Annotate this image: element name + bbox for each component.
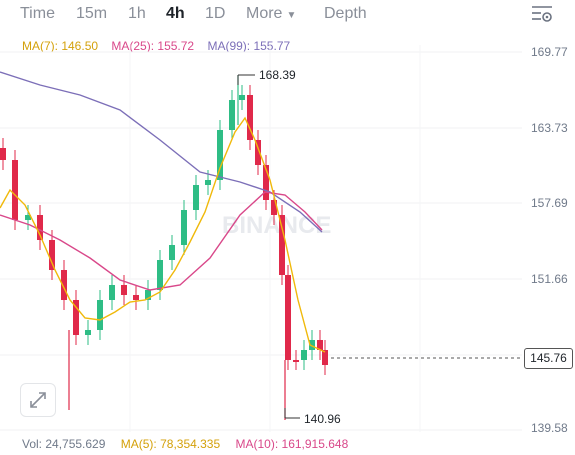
ma99-label: MA(99): 155.77	[207, 39, 291, 53]
low-marker: 140.96	[304, 412, 341, 426]
candle-body	[61, 270, 67, 300]
candle-body	[121, 285, 127, 295]
candle-body	[109, 285, 115, 300]
expand-arrows-icon	[30, 392, 46, 408]
ma25-line	[0, 191, 323, 291]
candle-body	[217, 130, 223, 180]
candle-body	[145, 290, 151, 300]
ma99-line	[0, 71, 323, 233]
tab-1d[interactable]: 1D	[205, 5, 226, 22]
candle-body	[247, 95, 253, 140]
candle-body	[263, 165, 269, 200]
vol-ma10-label: MA(10): 161,915.648	[235, 437, 349, 451]
volume-legend: Vol: 24,755.629 MA(5): 78,354.335 MA(10)…	[22, 437, 360, 451]
tab-1h[interactable]: 1h	[128, 5, 146, 22]
price-axis-label: 151.66	[531, 272, 568, 286]
candle-body	[309, 340, 315, 350]
current-price-badge: 145.76	[524, 348, 573, 369]
price-axis-label: 139.58	[531, 421, 568, 435]
candle-body	[293, 360, 299, 362]
candles	[0, 75, 328, 420]
candle-body	[193, 185, 199, 210]
high-marker: 168.39	[259, 68, 296, 82]
candle-body	[239, 95, 245, 100]
tab-4h[interactable]: 4h	[166, 5, 185, 22]
expand-button[interactable]	[20, 383, 56, 417]
candle-body	[205, 180, 211, 185]
timeframe-tabs: Time 15m 1h 4h 1D More ▼ Depth	[0, 0, 575, 30]
vol-ma5-label: MA(5): 78,354.335	[120, 437, 221, 451]
candle-body	[157, 260, 163, 290]
tab-more[interactable]: More ▼	[246, 5, 296, 23]
candle-body	[73, 300, 79, 335]
candle-body	[85, 330, 91, 335]
candle-body	[181, 210, 187, 245]
watermark: BINANCE	[222, 212, 331, 239]
candle-body	[285, 275, 291, 360]
tab-time[interactable]: Time	[20, 5, 55, 22]
candle-body	[97, 300, 103, 330]
candle-body	[301, 350, 307, 360]
candle-body	[322, 350, 328, 365]
candle-body	[317, 340, 323, 350]
candle-body	[25, 215, 31, 220]
ma7-line	[0, 116, 326, 353]
ma7-label: MA(7): 146.50	[22, 39, 99, 53]
candle-body	[279, 215, 285, 275]
candle-body	[169, 245, 175, 260]
candle-body	[255, 140, 261, 165]
ma25-label: MA(25): 155.72	[111, 39, 195, 53]
candle-body	[0, 148, 6, 160]
tab-depth[interactable]: Depth	[324, 5, 367, 22]
candle-body	[37, 215, 43, 240]
price-axis-label: 163.73	[531, 121, 568, 135]
price-axis-label: 157.69	[531, 196, 568, 210]
volume-label: Vol: 24,755.629	[22, 437, 106, 451]
tab-15m[interactable]: 15m	[76, 5, 108, 22]
candle-body	[271, 200, 277, 215]
candle-body	[12, 160, 18, 220]
price-axis-label: 169.77	[531, 45, 568, 59]
candle-body	[133, 295, 139, 300]
more-label: More	[246, 5, 283, 22]
grid-lines	[0, 45, 522, 432]
chart-settings-icon[interactable]	[531, 5, 553, 23]
candle-body	[229, 100, 235, 130]
candle-body	[49, 240, 55, 270]
caret-down-icon: ▼	[286, 10, 297, 21]
ma-legend: MA(7): 146.50 MA(25): 155.72 MA(99): 155…	[22, 39, 300, 53]
